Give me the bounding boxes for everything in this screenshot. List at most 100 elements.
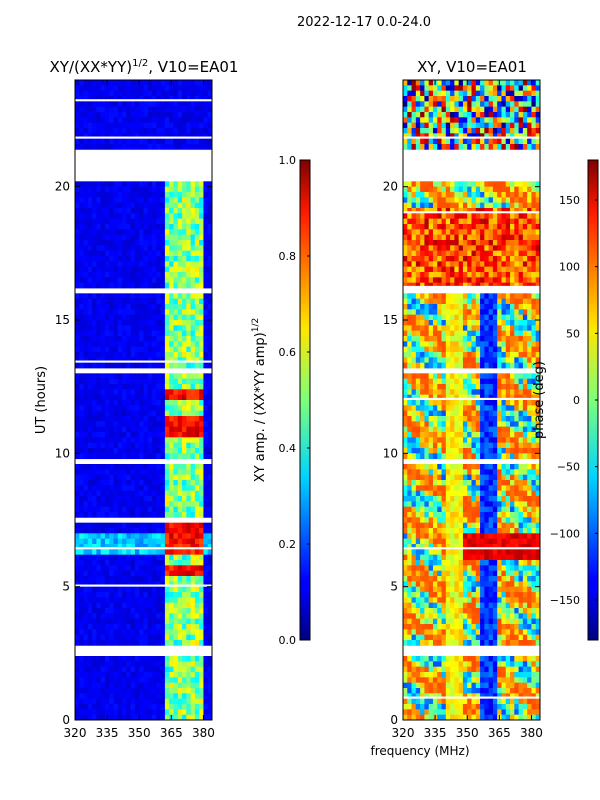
heatmap-cell <box>87 341 93 348</box>
heatmap-cell <box>420 186 425 193</box>
heatmap-cell <box>467 357 472 364</box>
heatmap-cell <box>186 309 191 316</box>
heatmap-cell <box>458 112 464 118</box>
heatmap-cell <box>113 602 119 609</box>
heatmap-cell <box>450 128 455 134</box>
heatmap-cell <box>177 144 183 150</box>
heatmap-cell <box>160 186 166 193</box>
heatmap-cell <box>480 309 485 316</box>
heatmap-cell <box>83 469 89 476</box>
heatmap-cell <box>87 133 93 137</box>
heatmap-cell <box>518 128 524 134</box>
heatmap-cell <box>156 208 162 214</box>
heatmap-cell <box>182 714 187 721</box>
heatmap-cell <box>182 640 187 646</box>
heatmap-cell <box>160 576 166 582</box>
heatmap-cell <box>122 325 127 332</box>
heatmap-cell <box>147 213 153 220</box>
heatmap-cell <box>143 448 149 454</box>
heatmap-cell <box>96 602 102 609</box>
heatmap-cell <box>407 304 412 310</box>
heatmap-cell <box>424 325 430 332</box>
heatmap-cell <box>522 229 528 236</box>
heatmap-cell <box>411 106 417 113</box>
heatmap-cell <box>471 85 477 92</box>
heatmap-cell <box>156 576 162 582</box>
heatmap-cell <box>420 341 425 348</box>
heatmap-cell <box>522 261 528 268</box>
heatmap-cell <box>475 277 481 284</box>
heatmap-cell <box>173 138 179 145</box>
heatmap-cell <box>510 192 515 198</box>
heatmap-cell <box>488 261 494 268</box>
heatmap-cell <box>152 538 157 545</box>
heatmap-cell <box>79 309 84 316</box>
heatmap-cell <box>186 256 191 262</box>
heatmap-cell <box>177 181 183 188</box>
heatmap-cell <box>109 85 114 92</box>
heatmap-cell <box>130 682 136 689</box>
heatmap-cell <box>194 464 200 470</box>
heatmap-cell <box>190 576 196 582</box>
heatmap-cell <box>403 293 408 300</box>
heatmap-cell <box>83 266 89 273</box>
heatmap-cell <box>143 666 149 673</box>
heatmap-cell <box>147 629 153 636</box>
heatmap-cell <box>194 506 200 513</box>
heatmap-cell <box>130 218 136 225</box>
heatmap-cell <box>113 362 119 369</box>
heatmap-cell <box>403 133 408 137</box>
heatmap-cell <box>458 266 464 273</box>
heatmap-cell <box>83 666 89 673</box>
heatmap-cell <box>152 421 157 428</box>
heatmap-cell <box>113 346 119 353</box>
heatmap-cell <box>531 298 537 305</box>
heatmap-cell <box>194 405 200 412</box>
heatmap-cell <box>450 85 455 92</box>
heatmap-cell <box>122 565 127 572</box>
heatmap-cell <box>147 608 153 614</box>
heatmap-cell <box>96 437 102 444</box>
heatmap-cell <box>514 144 519 150</box>
heatmap-cell <box>75 538 80 545</box>
heatmap-cell <box>177 570 183 577</box>
heatmap-cell <box>522 293 528 300</box>
heatmap-cell <box>173 309 179 316</box>
heatmap-cell <box>458 346 464 353</box>
heatmap-cell <box>207 101 213 108</box>
heatmap-cell <box>194 656 200 662</box>
heatmap-cell <box>182 384 187 390</box>
heatmap-cell <box>152 357 157 361</box>
heatmap-cell <box>169 320 174 326</box>
heatmap-cell <box>527 341 532 348</box>
heatmap-cell <box>96 416 102 422</box>
heatmap-cell <box>75 293 80 300</box>
heatmap-cell <box>117 640 123 646</box>
heatmap-cell <box>104 144 110 150</box>
heatmap-cell <box>407 144 412 150</box>
heatmap-cell <box>100 480 106 486</box>
heatmap-cell <box>156 512 162 518</box>
heatmap-cell <box>113 597 119 604</box>
heatmap-cell <box>92 421 97 428</box>
heatmap-cell <box>126 506 132 513</box>
heatmap-cell <box>156 229 162 236</box>
heatmap-cell <box>510 320 515 326</box>
heatmap-cell <box>518 240 524 246</box>
heatmap-cell <box>531 80 537 86</box>
heatmap-cell <box>79 448 84 454</box>
heatmap-cell <box>432 192 438 198</box>
heatmap-cell <box>104 682 110 689</box>
heatmap-cell <box>117 613 123 620</box>
heatmap-cell <box>117 570 123 577</box>
heatmap-cell <box>122 218 127 225</box>
heatmap-cell <box>83 714 89 721</box>
heatmap-cell <box>177 117 183 124</box>
heatmap-cell <box>164 480 170 486</box>
heatmap-cell <box>480 234 485 241</box>
heatmap-cell <box>190 234 196 241</box>
heatmap-cell <box>207 128 213 134</box>
heatmap-cell <box>173 341 179 348</box>
heatmap-cell <box>177 634 183 641</box>
heatmap-cell <box>156 570 162 577</box>
